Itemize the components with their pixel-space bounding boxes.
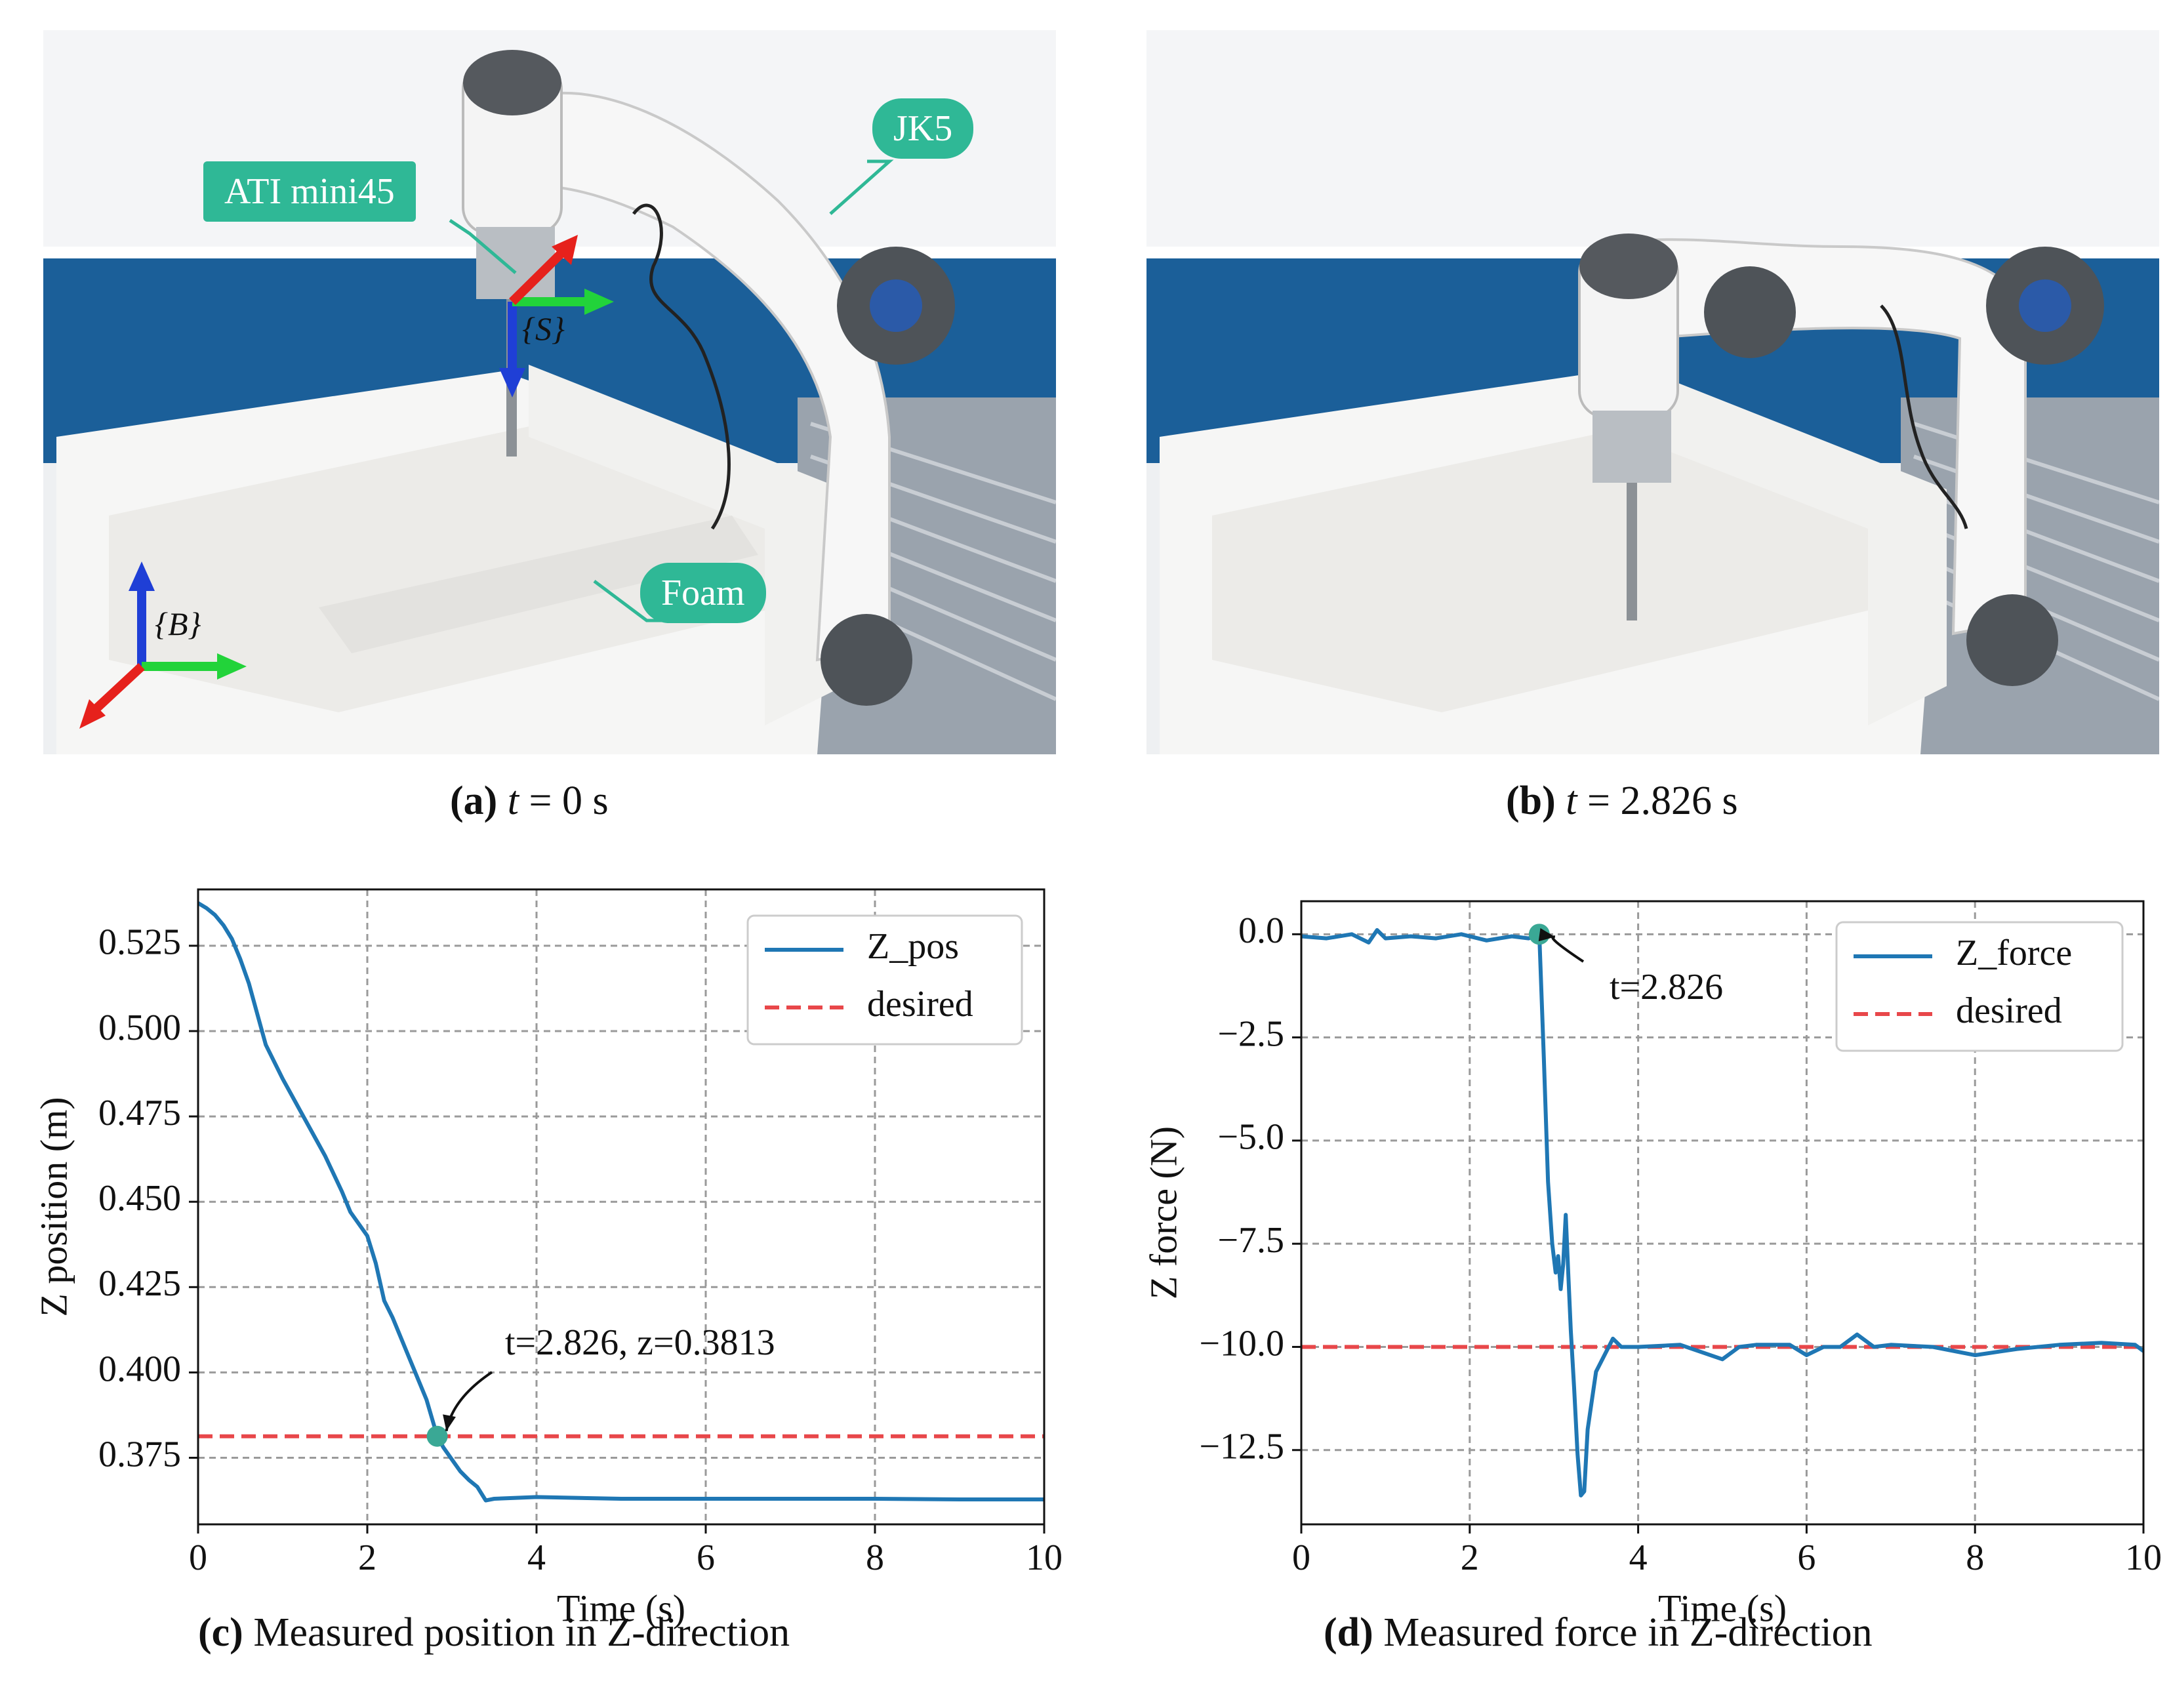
c-ytick-label-2: 0.425 xyxy=(98,1263,181,1304)
d-ytick-label-0: 0.0 xyxy=(1238,910,1284,951)
c-ytick-label-5: 0.500 xyxy=(98,1007,181,1048)
c-ytick-label-4: 0.475 xyxy=(98,1093,181,1133)
caption-b: (b) t = 2.826 s xyxy=(1506,778,1738,824)
frame-label-s: {S} xyxy=(522,310,565,347)
d-xtick-label-4: 8 xyxy=(1966,1537,1984,1578)
d-xtick-label-3: 6 xyxy=(1797,1537,1816,1578)
d-ytick-label-4: −10.0 xyxy=(1199,1323,1284,1364)
caption-c-text: Measured position in Z-direction xyxy=(243,1610,790,1655)
d-legend-label-1: desired xyxy=(1956,990,2062,1031)
d-xlabel: Time (s) xyxy=(1658,1587,1787,1629)
c-ylabel: Z position (m) xyxy=(32,1097,75,1316)
d-ytick-label-1: −2.5 xyxy=(1217,1013,1284,1054)
d-legend-label-0: Z_force xyxy=(1956,933,2072,973)
d-axes-frame xyxy=(1300,900,2145,1526)
d-xtick-label-1: 2 xyxy=(1461,1537,1479,1578)
caption-d-letter: (d) xyxy=(1324,1610,1373,1655)
caption-c: (c) Measured position in Z-direction xyxy=(198,1610,790,1656)
c-annotation-text: t=2.826, z=0.3813 xyxy=(505,1322,775,1363)
caption-c-letter: (c) xyxy=(198,1610,243,1655)
c-legend-label-1: desired xyxy=(867,984,973,1025)
c-xtick-label-2: 4 xyxy=(527,1537,546,1578)
c-xtick-label-5: 10 xyxy=(1026,1537,1063,1578)
caption-b-var: t xyxy=(1566,779,1577,823)
c-legend-label-0: Z_pos xyxy=(867,926,959,967)
caption-b-eq: = 2.826 s xyxy=(1577,779,1738,823)
c-annotation-arrow xyxy=(445,1371,493,1432)
d-ytick-label-2: −5.0 xyxy=(1217,1117,1284,1158)
d-xtick-label-5: 10 xyxy=(2125,1537,2162,1578)
c-xtick-label-0: 0 xyxy=(189,1537,207,1578)
c-annotation-marker xyxy=(426,1425,448,1447)
d-xtick-label-0: 0 xyxy=(1292,1537,1310,1578)
c-annotation-arrowhead xyxy=(443,1414,456,1431)
robot-scene-b xyxy=(1146,30,2159,754)
d-ytick-label-3: −7.5 xyxy=(1217,1220,1284,1261)
callout-jk5: JK5 xyxy=(872,98,974,159)
c-xtick-label-4: 8 xyxy=(866,1537,884,1578)
c-series-z_pos xyxy=(197,901,1044,1503)
d-ytick-label-5: −12.5 xyxy=(1199,1427,1284,1467)
photo-b xyxy=(1146,30,2159,754)
frame-label-b: {B} xyxy=(155,605,201,642)
caption-a-eq: = 0 s xyxy=(519,779,609,823)
callout-foam: Foam xyxy=(640,563,766,623)
caption-d: (d) Measured force in Z-direction xyxy=(1324,1610,1873,1656)
c-ytick-label-1: 0.400 xyxy=(98,1349,181,1389)
caption-b-letter: (b) xyxy=(1506,779,1556,823)
d-annotation-arrowhead xyxy=(1538,928,1555,942)
d-ylabel: Z force (N) xyxy=(1142,1126,1185,1299)
d-annotation-arrow xyxy=(1551,935,1585,963)
caption-a-var: t xyxy=(507,779,519,823)
c-ytick-label-6: 0.525 xyxy=(98,922,181,963)
c-ytick-label-0: 0.375 xyxy=(98,1434,181,1474)
d-annotation-text: t=2.826 xyxy=(1610,967,1723,1007)
c-xtick-label-1: 2 xyxy=(358,1537,376,1578)
d-xtick-label-2: 4 xyxy=(1629,1537,1648,1578)
c-xtick-label-3: 6 xyxy=(697,1537,715,1578)
c-ytick-label-3: 0.450 xyxy=(98,1178,181,1219)
d-series-z_force xyxy=(1301,928,2145,1497)
caption-a-letter: (a) xyxy=(450,779,498,823)
c-axes-frame xyxy=(197,888,1045,1526)
caption-d-text: Measured force in Z-direction xyxy=(1373,1610,1873,1655)
c-xlabel: Time (s) xyxy=(557,1587,685,1629)
callout-ati-mini45: ATI mini45 xyxy=(203,161,416,222)
caption-a: (a) t = 0 s xyxy=(450,778,609,824)
